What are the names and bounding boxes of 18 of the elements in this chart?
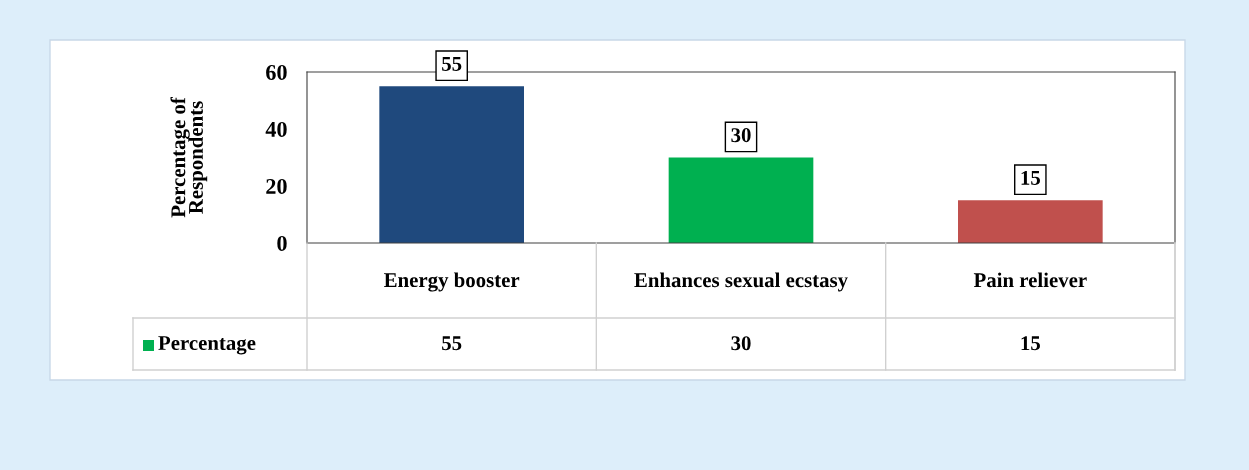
data-label: 15 xyxy=(1021,170,1040,185)
data-label: 30 xyxy=(731,128,751,143)
data-label: 55 xyxy=(442,57,462,71)
y-axis-title: Percentage of Respondents xyxy=(170,97,208,218)
y-tick-label: 20 xyxy=(266,178,287,194)
text: 55 xyxy=(442,336,462,351)
y-tick-label: 0 xyxy=(277,235,287,251)
text: 15 xyxy=(1021,336,1040,351)
x-tick-label: Energy booster xyxy=(384,272,520,292)
bar xyxy=(958,200,1103,243)
y-tick-label: 60 xyxy=(266,64,287,80)
x-tick-label: Enhances sexual ecstasy xyxy=(634,272,848,292)
text: 30 xyxy=(731,336,751,351)
y-tick-label: 40 xyxy=(265,121,287,137)
bar xyxy=(379,86,524,243)
x-tick-label: Pain reliever xyxy=(973,272,1087,288)
legend-label: Percentage xyxy=(158,336,256,355)
bar xyxy=(668,157,814,243)
